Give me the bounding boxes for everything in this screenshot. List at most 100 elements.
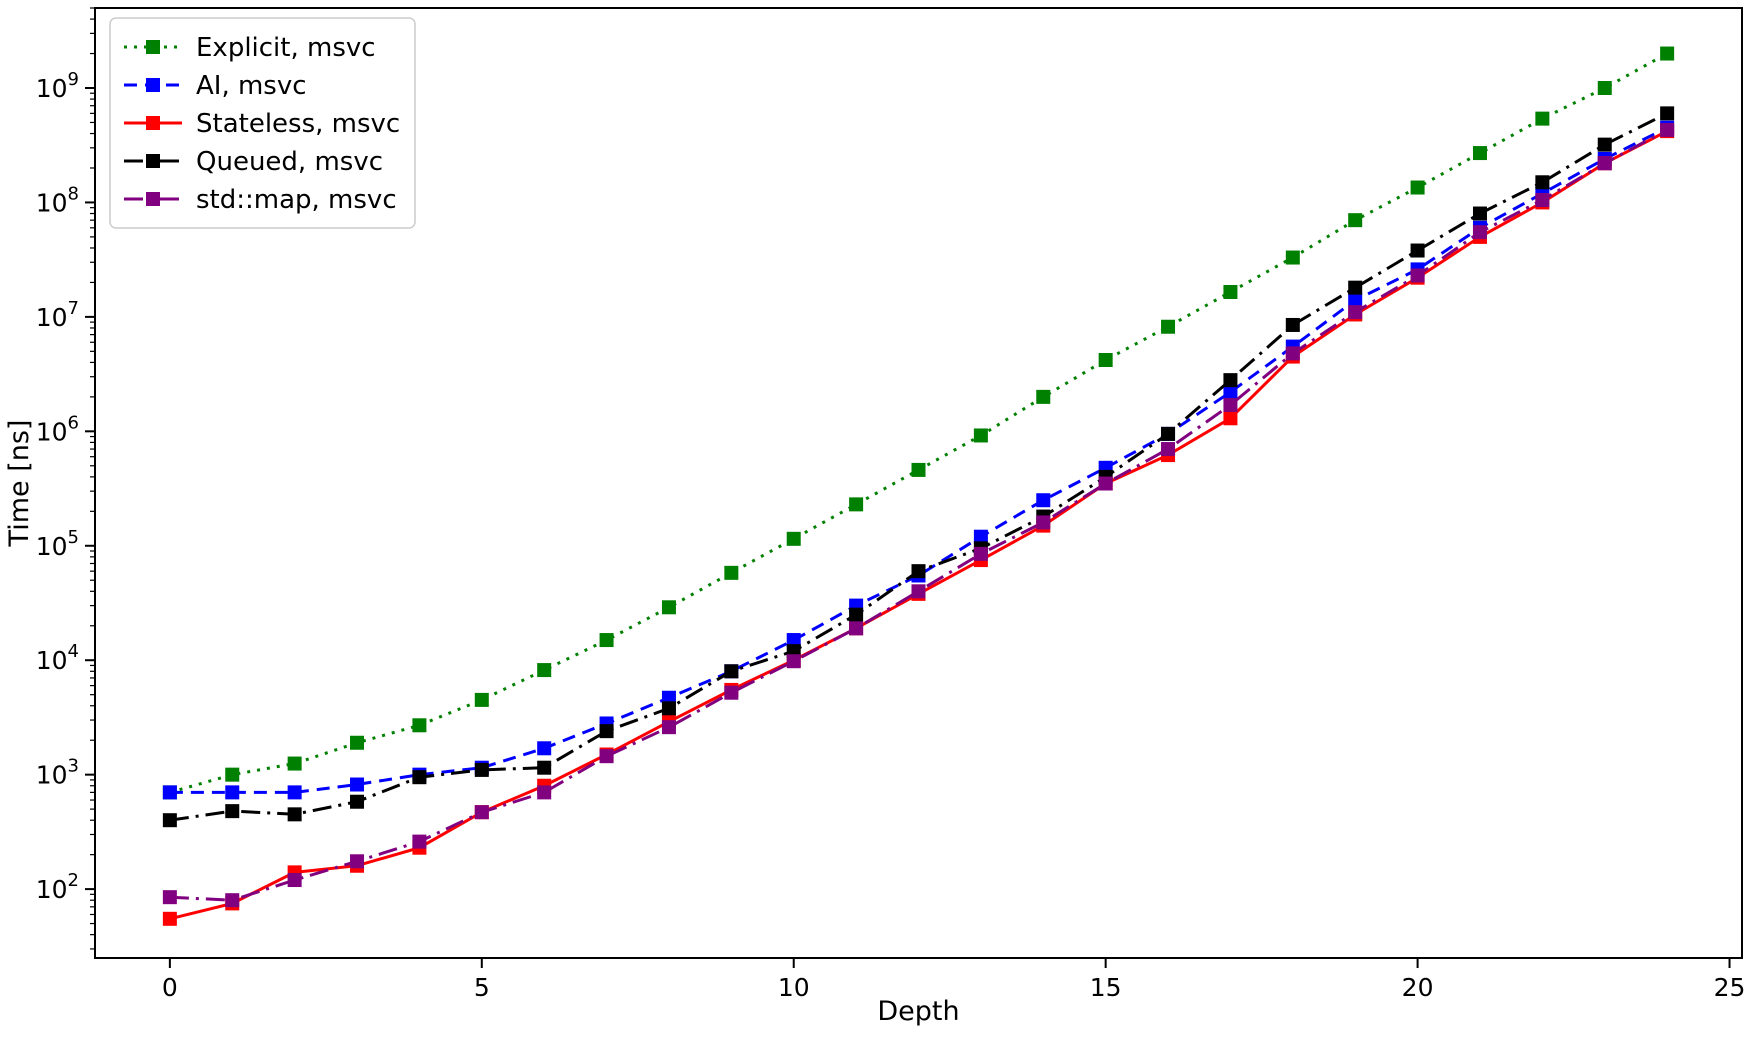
data-point-marker [1597, 137, 1612, 152]
data-point-marker [1036, 493, 1051, 508]
series-std-map-msvc [162, 122, 1675, 908]
data-point-marker [1660, 46, 1675, 61]
data-point-marker [973, 546, 988, 561]
x-tick-label: 25 [1714, 973, 1746, 1002]
y-axis-label: Time [ns] [4, 420, 35, 548]
data-point-marker [1223, 397, 1238, 412]
data-point-marker [911, 564, 926, 579]
legend-marker [146, 78, 160, 92]
series-line [169, 128, 1668, 902]
data-point-marker [350, 854, 365, 869]
data-point-marker [1472, 146, 1487, 161]
legend: Explicit, msvc AI, msvc Stateless, msvc Que… [109, 17, 416, 229]
data-point-marker [350, 735, 365, 750]
legend-label: Queued, msvc [196, 147, 383, 177]
legend-marker [146, 154, 160, 168]
data-point-marker [287, 756, 302, 771]
data-point-marker [1597, 80, 1612, 95]
data-point-marker [1348, 213, 1363, 228]
data-point-marker [412, 718, 427, 733]
data-point-marker [724, 565, 739, 580]
data-point-marker [1535, 193, 1550, 208]
legend-box [109, 17, 416, 229]
data-point-marker [911, 584, 926, 599]
x-tick-label: 0 [162, 973, 178, 1002]
data-point-marker [1348, 280, 1363, 295]
y-tick-label: 105 [36, 527, 79, 561]
data-point-marker [225, 785, 240, 800]
data-point-marker [474, 805, 489, 820]
data-point-marker [1348, 305, 1363, 320]
legend-item-ai-msvc: AI, msvc [124, 71, 307, 101]
data-point-marker [1223, 284, 1238, 299]
data-point-marker [1660, 106, 1675, 121]
series-queued-msvc [162, 106, 1675, 828]
data-point-marker [350, 777, 365, 792]
series-line [169, 129, 1668, 921]
data-point-marker [1223, 385, 1238, 400]
data-point-marker [973, 529, 988, 544]
y-tick-label: 102 [36, 870, 79, 904]
data-point-marker [162, 890, 177, 905]
data-point-marker [1036, 389, 1051, 404]
data-point-marker [1161, 442, 1176, 457]
x-tick-label: 20 [1402, 973, 1434, 1002]
data-point-marker [287, 807, 302, 822]
legend-marker [146, 116, 160, 130]
x-tick-label: 5 [474, 973, 490, 1002]
data-point-marker [162, 813, 177, 828]
data-point-marker [1535, 111, 1550, 126]
data-point-marker [1410, 243, 1425, 258]
x-tick-label: 10 [778, 973, 810, 1002]
data-point-marker [1223, 373, 1238, 388]
data-point-marker [225, 893, 240, 908]
data-point-marker [1098, 352, 1113, 367]
legend-label: AI, msvc [196, 71, 307, 101]
data-point-marker [599, 633, 614, 648]
data-point-marker [537, 741, 552, 756]
data-point-marker [1597, 156, 1612, 171]
data-point-marker [599, 749, 614, 764]
data-point-marker [1660, 122, 1675, 137]
y-tick-label: 109 [36, 69, 79, 103]
data-point-marker [412, 834, 427, 849]
legend-item-explicit-msvc: Explicit, msvc [124, 33, 376, 63]
data-point-marker [661, 600, 676, 615]
legend-label: Stateless, msvc [196, 109, 400, 139]
legend-marker [146, 40, 160, 54]
data-point-marker [786, 654, 801, 669]
data-point-marker [1285, 346, 1300, 361]
data-point-marker [786, 531, 801, 546]
data-point-marker [1223, 411, 1238, 426]
data-point-marker [661, 720, 676, 735]
data-point-marker [537, 760, 552, 775]
x-axis-label: Depth [877, 996, 959, 1027]
y-tick-label: 106 [36, 412, 79, 446]
data-point-marker [661, 701, 676, 716]
data-point-marker [1036, 515, 1051, 530]
data-point-marker [1410, 268, 1425, 283]
data-point-marker [1285, 250, 1300, 265]
data-point-marker [599, 724, 614, 739]
data-point-marker [474, 692, 489, 707]
data-point-marker [474, 762, 489, 777]
x-tick-label: 15 [1090, 973, 1122, 1002]
data-point-marker [1472, 225, 1487, 240]
data-point-marker [225, 767, 240, 782]
data-point-marker [1285, 317, 1300, 332]
legend-item-stateless-msvc: Stateless, msvc [124, 109, 400, 139]
data-point-marker [724, 685, 739, 700]
data-point-marker [1098, 476, 1113, 491]
data-point-marker [537, 663, 552, 678]
plot-series [162, 46, 1675, 926]
data-point-marker [911, 462, 926, 477]
data-point-marker [849, 497, 864, 512]
axis-ticks: 0 5 10 15 20 25 102 103 104 105 106 107 108 109 [36, 7, 1746, 1002]
data-point-marker [849, 607, 864, 622]
plot-frame [94, 7, 1743, 959]
data-point-marker [350, 794, 365, 809]
legend-label: std::map, msvc [196, 185, 397, 215]
legend-item-queued-msvc: Queued, msvc [124, 147, 383, 177]
